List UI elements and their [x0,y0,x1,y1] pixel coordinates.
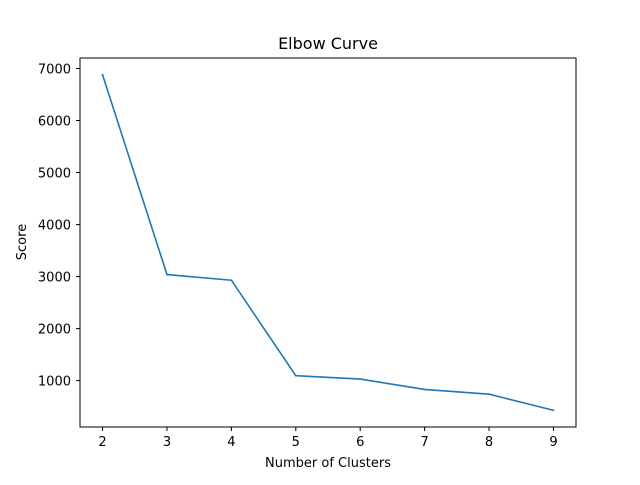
y-axis-label: Score [15,224,30,260]
data-point [230,279,233,282]
y-tick-label: 1000 [38,375,71,390]
y-tick-label: 3000 [38,271,71,286]
series-line [101,73,555,412]
x-tick-label: 7 [420,435,428,450]
data-point [552,409,555,412]
y-tick-label: 6000 [38,115,71,130]
data-point [423,388,426,391]
x-tick-label: 6 [356,435,364,450]
y-axis-ticks: 1000 2000 3000 4000 5000 6000 7000 [38,63,80,390]
x-tick-label: 8 [485,435,493,450]
data-point [359,378,362,380]
x-tick-label: 3 [163,435,171,450]
chart-title: Elbow Curve [278,34,378,53]
y-tick-label: 7000 [38,63,71,78]
y-tick-label: 5000 [38,167,71,182]
x-axis-label: Number of Clusters [265,456,391,471]
y-tick-label: 4000 [38,219,71,234]
series-layer [101,73,555,412]
x-tick-label: 4 [227,435,235,450]
plot-frame [79,57,577,428]
x-tick-label: 2 [98,435,106,450]
x-axis-ticks: 2 3 4 5 6 7 8 9 [98,427,558,450]
y-tick-label: 2000 [38,323,71,338]
data-point [101,73,104,76]
x-tick-label: 9 [549,435,557,450]
data-point [166,273,168,276]
data-point [488,393,490,396]
data-point [294,374,297,377]
x-tick-label: 5 [292,435,300,450]
